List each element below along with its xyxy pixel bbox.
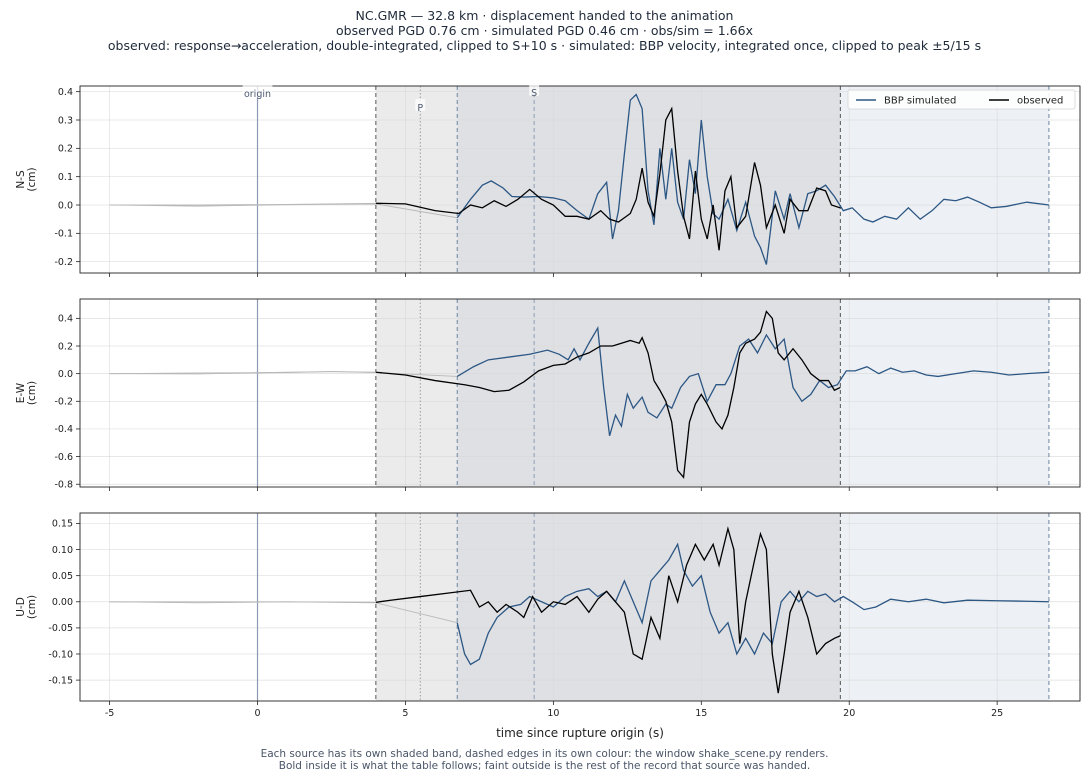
y-tick-label: -0.10 bbox=[48, 649, 73, 660]
x-tick-label: 10 bbox=[547, 708, 559, 719]
y-tick-label: -0.2 bbox=[54, 257, 73, 268]
simulated-series-line bbox=[456, 542, 1049, 666]
panel-frame bbox=[79, 85, 1081, 274]
y-tick-label: 0.05 bbox=[52, 571, 73, 582]
y-tick-label: 0.3 bbox=[58, 115, 73, 126]
chart-title-line-2: observed PGD 0.76 cm · simulated PGD 0.4… bbox=[336, 23, 753, 38]
panel-frame bbox=[79, 298, 1081, 488]
observed-window-band bbox=[375, 299, 458, 487]
y-tick-label: 0.4 bbox=[58, 87, 73, 98]
y-tick-label: 0.1 bbox=[58, 172, 73, 183]
x-axis-label: time since rupture origin (s) bbox=[496, 726, 664, 740]
overlap-window-band bbox=[457, 299, 841, 487]
x-tick-label: -5 bbox=[105, 708, 114, 719]
y-axis-label: E-W(cm) bbox=[15, 381, 38, 405]
chart-title-line-1: NC.GMR — 32.8 km · displacement handed t… bbox=[355, 8, 734, 23]
x-tick-label: 0 bbox=[254, 708, 260, 719]
overlap-window-band bbox=[457, 513, 841, 701]
footer-note-line-2: Bold inside it is what the table follows… bbox=[278, 760, 811, 772]
simulated-window-band bbox=[840, 86, 1049, 273]
y-tick-label: 0.2 bbox=[58, 144, 73, 155]
observed-series-line bbox=[375, 526, 841, 694]
y-tick-label: 0.2 bbox=[58, 341, 73, 352]
y-tick-label: -0.8 bbox=[54, 480, 73, 491]
y-tick-label: -0.05 bbox=[48, 623, 73, 634]
simulated-series-line bbox=[456, 93, 1050, 265]
panel-frame bbox=[79, 512, 1081, 702]
x-tick-label: 20 bbox=[843, 708, 855, 719]
observed-series-faint bbox=[109, 371, 376, 375]
p-arrival-label: P bbox=[417, 103, 423, 114]
y-axis-label: U-D(cm) bbox=[15, 595, 38, 619]
y-tick-label: 0.15 bbox=[52, 519, 73, 530]
legend-observed-label: observed bbox=[1017, 96, 1063, 107]
panel-1: -0.2 -0.1 0.0 0.1 0.2 0.3 0.4 N-S(cm) origin P S BB… bbox=[15, 84, 1081, 277]
legend-simulated-label: BBP simulated bbox=[884, 96, 956, 107]
origin-label: origin bbox=[244, 89, 271, 100]
simulated-series-line bbox=[456, 325, 1049, 437]
y-tick-label: 0.0 bbox=[58, 200, 73, 211]
observed-window-band bbox=[375, 86, 458, 273]
y-tick-label: -0.1 bbox=[54, 229, 73, 240]
observed-series-faint bbox=[109, 601, 376, 603]
y-tick-label: 0.10 bbox=[52, 545, 73, 556]
y-tick-label: -0.4 bbox=[54, 424, 73, 435]
y-tick-label: 0.0 bbox=[58, 369, 73, 380]
y-tick-label: -0.2 bbox=[54, 397, 73, 408]
y-tick-label: 0.00 bbox=[52, 597, 73, 608]
x-tick-label: 25 bbox=[991, 708, 1003, 719]
marker-label-bg bbox=[242, 85, 273, 97]
marker-label-bg bbox=[415, 99, 426, 111]
marker-label-bg bbox=[529, 84, 540, 96]
x-tick-label: 15 bbox=[695, 708, 707, 719]
observed-window-band bbox=[375, 513, 458, 701]
overlap-window-band bbox=[457, 86, 841, 273]
y-tick-label: 0.4 bbox=[58, 314, 73, 325]
observed-series-line bbox=[375, 310, 841, 479]
y-axis-label: N-S(cm) bbox=[15, 167, 38, 191]
legend: BBP simulated observed bbox=[847, 89, 1076, 110]
s-arrival-label: S bbox=[531, 88, 537, 99]
panel-3: -0.15 -0.10 -0.05 0.00 0.05 0.10 0.15 -5 0 5 10 15 2… bbox=[15, 512, 1081, 719]
y-tick-label: -0.15 bbox=[48, 675, 73, 686]
y-tick-label: -0.6 bbox=[54, 452, 73, 463]
observed-series-faint bbox=[109, 202, 376, 206]
footer-note-line-1: Each source has its own shaded band, das… bbox=[260, 748, 829, 760]
legend-box bbox=[847, 89, 1076, 110]
simulated-window-band bbox=[840, 299, 1049, 487]
simulated-window-band bbox=[840, 513, 1049, 701]
observed-series-line bbox=[375, 106, 841, 251]
x-tick-label: 5 bbox=[402, 708, 408, 719]
panel-2: -0.8 -0.6 -0.4 -0.2 0.0 0.2 0.4 E-W(cm) bbox=[15, 298, 1081, 491]
chart-title-line-3: observed: response→acceleration, double-… bbox=[107, 38, 982, 53]
